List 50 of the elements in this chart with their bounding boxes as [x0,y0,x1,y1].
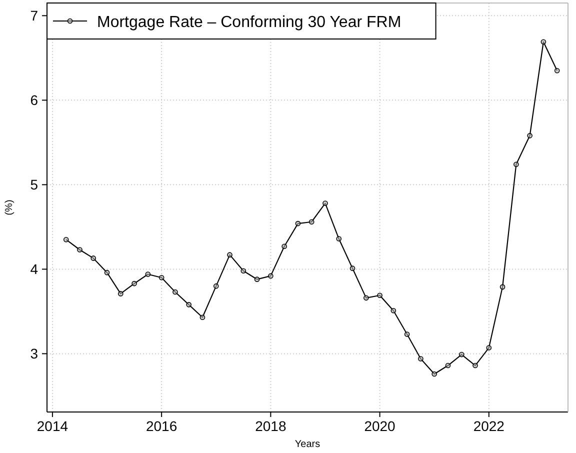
point [540,39,546,45]
point [282,244,287,250]
x-axis-title: Years [294,439,320,450]
point [458,352,464,358]
y-tick-label: 3 [30,346,38,362]
point [104,270,110,276]
point [213,283,219,289]
point [418,356,424,362]
x-tick-label: 2022 [473,418,505,434]
point [350,266,356,271]
point [390,308,396,314]
point [472,362,478,368]
point [118,291,124,296]
point [527,133,532,138]
point [132,280,137,286]
legend-label: Mortgage Rate – Conforming 30 Year FRM [97,14,402,31]
point [308,219,314,225]
point [90,256,96,261]
point [432,371,437,377]
point [500,284,506,290]
point [377,292,382,298]
point [158,274,164,280]
y-tick-label: 6 [30,92,38,108]
point [336,236,342,242]
point [486,345,492,350]
point [200,314,206,320]
point [145,272,151,277]
point [172,289,178,295]
x-tick-label: 2018 [255,418,286,434]
point [227,252,232,258]
point [295,220,301,226]
point [404,332,410,337]
point [268,273,274,279]
point [554,68,560,74]
point [77,247,82,252]
x-tick-label: 2016 [146,418,178,434]
y-tick-label: 7 [30,8,38,24]
point [186,302,192,308]
y-axis-title: (%) [4,200,15,216]
point [254,276,260,282]
x-tick-label: 2020 [364,418,396,434]
y-tick-label: 5 [30,176,38,193]
point [240,268,246,274]
x-tick-label: 2014 [36,418,68,434]
y-tick-label: 4 [30,261,38,278]
point [514,162,519,168]
point [445,362,451,368]
point [363,295,369,301]
point [63,236,69,242]
point [322,200,328,206]
